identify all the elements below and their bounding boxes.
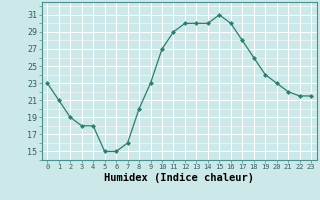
X-axis label: Humidex (Indice chaleur): Humidex (Indice chaleur): [104, 173, 254, 183]
